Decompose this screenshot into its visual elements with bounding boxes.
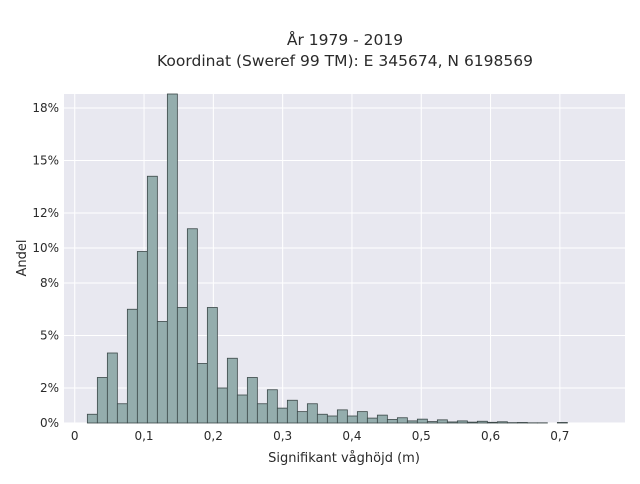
histogram-bar (447, 422, 457, 423)
histogram-bar (347, 416, 357, 423)
chart-title-line-1: År 1979 - 2019 (287, 30, 403, 49)
histogram-bar (117, 404, 127, 423)
histogram-bar (337, 410, 347, 423)
y-tick-label: 0% (40, 416, 59, 430)
histogram-bar (327, 416, 337, 423)
histogram-bar (517, 422, 527, 423)
histogram-bar (457, 421, 467, 423)
x-tick-label: 0 (71, 429, 79, 443)
y-tick-label: 12% (32, 206, 59, 220)
histogram-bar (417, 419, 427, 423)
histogram-bar (257, 404, 267, 423)
chart-title-line-2: Koordinat (Sweref 99 TM): E 345674, N 61… (157, 52, 533, 70)
histogram-bar (477, 421, 487, 423)
y-axis-title: Andel (15, 240, 30, 277)
histogram-bar (207, 308, 217, 424)
histogram-bar (407, 421, 417, 423)
y-tick-label: 18% (32, 101, 59, 115)
histogram-bar (137, 252, 147, 424)
x-tick-label: 0,4 (342, 429, 361, 443)
histogram-bar (87, 414, 97, 423)
histogram-bar (497, 422, 507, 423)
histogram-bar (107, 353, 117, 423)
x-tick-label: 0,1 (134, 429, 153, 443)
histogram-bar (317, 414, 327, 423)
y-tick-label: 10% (32, 241, 59, 255)
histogram-bar (437, 420, 447, 423)
histogram-bar (177, 308, 187, 424)
histogram-bar (147, 176, 157, 423)
histogram-bar (467, 422, 477, 423)
x-axis-title: Signifikant våghöjd (m) (268, 451, 420, 466)
y-tick-label: 2% (40, 381, 59, 395)
histogram-bar (197, 364, 207, 424)
histogram-bar (247, 378, 257, 424)
x-tick-label: 0,5 (412, 429, 431, 443)
x-tick-label: 0,6 (481, 429, 500, 443)
histogram-bar (217, 388, 227, 423)
histogram-bar (397, 418, 407, 423)
histogram-bar (277, 408, 287, 423)
histogram-bar (557, 422, 567, 423)
histogram-bar (307, 404, 317, 423)
x-tick-label: 0,7 (550, 429, 569, 443)
histogram-bar (157, 322, 167, 424)
x-tick-label: 0,3 (273, 429, 292, 443)
histogram-bar (367, 418, 377, 423)
histogram-bar (237, 395, 247, 423)
histogram-bar (487, 422, 497, 423)
histogram-bar (387, 420, 397, 424)
y-tick-label: 15% (32, 154, 59, 168)
histogram-bar (357, 412, 367, 423)
histogram-bar (427, 422, 437, 423)
histogram-bar (187, 229, 197, 423)
y-tick-label: 8% (40, 276, 59, 290)
histogram-bar (227, 358, 237, 423)
histogram-bar (127, 309, 137, 423)
histogram-bar (377, 415, 387, 423)
histogram-bar (287, 400, 297, 423)
histogram-bar (267, 390, 277, 423)
histogram-bar (167, 94, 177, 423)
y-tick-label: 5% (40, 329, 59, 343)
histogram-bar (297, 412, 307, 423)
histogram-bar (97, 378, 107, 424)
x-tick-label: 0,2 (204, 429, 223, 443)
